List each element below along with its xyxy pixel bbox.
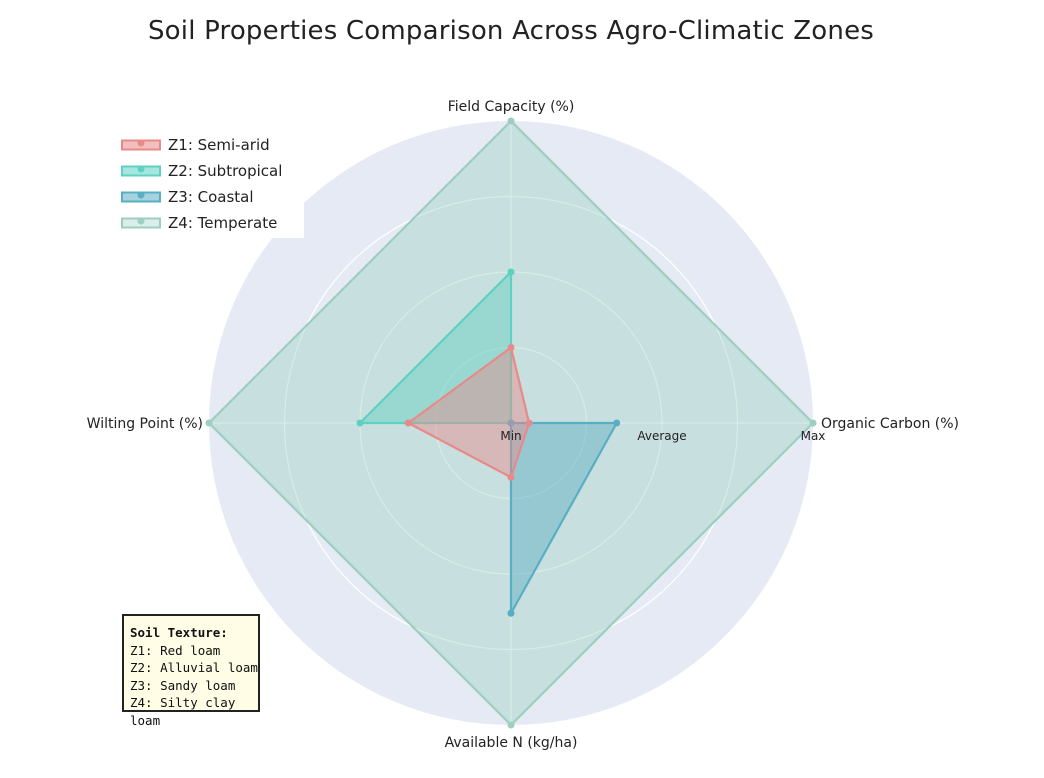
annotation-line: Z4: Silty clay loam — [130, 695, 236, 728]
series-point — [507, 117, 515, 125]
legend-marker — [137, 217, 145, 225]
series-point — [404, 419, 412, 427]
series-point — [507, 721, 515, 729]
chart-title: Soil Properties Comparison Across Agro-C… — [147, 16, 875, 46]
series-point — [507, 344, 515, 351]
series-point — [205, 419, 213, 427]
radial-tick-label: Max — [801, 429, 826, 443]
legend-label: Z4: Temperate — [168, 214, 277, 232]
legend-label: Z1: Semi-arid — [168, 136, 270, 154]
series-point — [809, 419, 817, 427]
axis-labels: Field Capacity (%) Organic Carbon (%) Avai… — [87, 99, 959, 751]
legend-label: Z2: Subtropical — [168, 162, 282, 180]
axis-label: Wilting Point (%) — [87, 416, 203, 432]
series-area — [509, 421, 618, 615]
legend[interactable]: Z1: Semi-arid Z2: Subtropical Z3: Coastal Z… — [108, 128, 304, 238]
annotation-line: Z2: Alluvial loam — [130, 660, 258, 675]
radial-tick-label: Average — [637, 429, 686, 443]
radial-tick-labels: Min Average Max — [500, 429, 825, 443]
series-point — [507, 419, 515, 427]
annotation-line: Z1: Red loam — [130, 642, 221, 658]
annotation-line: Z3: Sandy loam — [130, 677, 236, 693]
axis-label: Field Capacity (%) — [448, 99, 575, 115]
legend-marker — [137, 139, 145, 147]
series-point — [507, 609, 515, 617]
annotation-title: Soil Texture: — [130, 625, 228, 640]
legend-marker — [137, 165, 145, 173]
series-point — [507, 268, 515, 276]
radial-tick-label: Min — [500, 429, 521, 443]
series-point — [613, 419, 621, 427]
axis-label: Available N (kg/ha) — [445, 735, 578, 751]
axis-label: Organic Carbon (%) — [821, 416, 959, 432]
soil-texture-annotation: Soil Texture: Z1: Red loam Z2: Alluvial … — [122, 614, 260, 728]
series-point — [507, 473, 515, 481]
series-layer — [205, 117, 817, 729]
legend-label: Z3: Coastal — [168, 188, 254, 206]
series-point — [525, 419, 533, 427]
legend-marker — [137, 191, 145, 199]
series-point — [356, 419, 364, 427]
